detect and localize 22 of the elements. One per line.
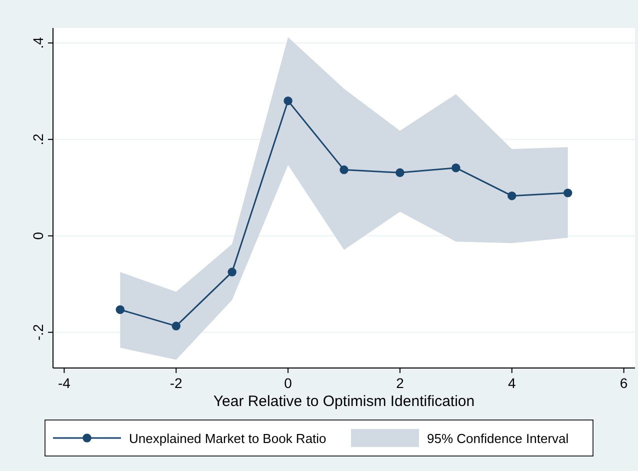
point <box>563 188 572 198</box>
x-tick-label: 6 <box>620 375 628 391</box>
point <box>116 305 125 314</box>
point <box>452 163 460 172</box>
x-tick-label: 2 <box>396 375 404 391</box>
y-tick-label: .2 <box>30 133 46 146</box>
point <box>340 165 348 174</box>
point <box>172 322 180 330</box>
point <box>508 191 516 200</box>
point <box>284 96 292 106</box>
x-tick-label: -2 <box>170 375 183 391</box>
point <box>228 268 236 276</box>
x-tick-label: 0 <box>284 375 292 391</box>
y-tick-label: -.2 <box>30 324 46 340</box>
x-axis-title: Year Relative to Optimism Identification <box>213 393 475 410</box>
y-tick-label: 0 <box>30 232 46 240</box>
x-tick-label: 4 <box>508 375 516 391</box>
text: Unexplained Market to Book Ratio <box>129 431 326 446</box>
x-tick-label: -4 <box>58 375 71 391</box>
point <box>396 168 404 178</box>
text: 95% Confidence Interval <box>427 431 569 446</box>
y-tick-label: .4 <box>30 36 46 49</box>
